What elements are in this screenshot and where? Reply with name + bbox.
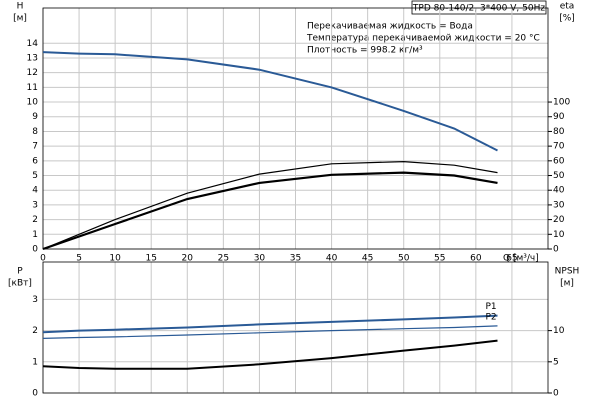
curve (42, 51, 498, 152)
y2-tick-label: 10 (553, 230, 565, 240)
y2-tick-label: 60 (553, 156, 565, 166)
x-tick-label: 40 (326, 254, 338, 264)
y-tick-label: 12 (27, 68, 38, 78)
x-label: Q [м³/ч] (503, 254, 539, 264)
annotation: Температура перекачиваемой жидкости = 20… (306, 34, 540, 44)
x-tick-label: 20 (182, 254, 194, 264)
y-tick-label: 13 (27, 53, 38, 63)
y-tick-label: 2 (32, 326, 38, 336)
y2-tick-label: 90 (553, 112, 565, 122)
x-tick-label: 60 (470, 254, 482, 264)
y2-tick-label: 80 (553, 127, 565, 137)
y2-label: NPSH (555, 267, 580, 277)
y-tick-label: 9 (32, 112, 38, 122)
curve (42, 171, 498, 251)
y2-tick-label: 0 (553, 245, 559, 255)
plot-frame (42, 261, 549, 394)
plot-frame (42, 7, 549, 250)
y-tick-label: 2 (32, 215, 38, 225)
y-tick-label: 3 (32, 295, 38, 305)
y2-tick-label: 0 (553, 389, 559, 399)
x-tick-label: 55 (434, 254, 445, 264)
y-tick-label: 5 (32, 171, 38, 181)
y-tick-label: 11 (27, 83, 38, 93)
legend-label: P2 (486, 312, 497, 322)
y2-tick-label: 50 (553, 171, 565, 181)
y2-tick-label: 10 (553, 326, 565, 336)
x-tick-label: 50 (398, 254, 410, 264)
x-tick-label: 25 (218, 254, 229, 264)
y-tick-label: 0 (32, 245, 38, 255)
y2-label: eta (560, 2, 575, 12)
legend-label: P1 (486, 302, 497, 312)
x-tick-label: 45 (362, 254, 373, 264)
x-tick-label: 30 (254, 254, 266, 264)
y2-tick-label: 5 (553, 357, 559, 367)
y2-tick-label: 100 (553, 98, 570, 108)
y-unit: [м] (13, 14, 27, 24)
x-tick-label: 35 (290, 254, 301, 264)
curve (42, 339, 498, 370)
y-tick-label: 10 (27, 98, 39, 108)
info-text: TPD 80-140/2, 3*400 V, 50Hz (412, 4, 545, 14)
y2-unit: [%] (559, 14, 575, 24)
curve (42, 314, 498, 334)
y-tick-label: 0 (32, 389, 38, 399)
annotation: Перекачиваемая жидкость = Вода (307, 22, 473, 32)
x-tick-label: 5 (76, 254, 82, 264)
x-tick-label: 65 (506, 254, 517, 264)
curve (42, 160, 498, 250)
info-box (411, 0, 547, 15)
y2-tick-label: 40 (553, 186, 565, 196)
y-label: H (17, 2, 24, 12)
y-tick-label: 3 (32, 200, 38, 210)
x-tick-label: 0 (40, 254, 46, 264)
annotation: Плотность = 998.2 кг/м³ (307, 46, 423, 56)
y-tick-label: 8 (32, 127, 38, 137)
y2-tick-label: 20 (553, 215, 565, 225)
y-tick-label: 7 (32, 142, 38, 152)
y-unit: [кВт] (8, 279, 32, 289)
y-tick-label: 1 (32, 357, 38, 367)
x-tick-label: 10 (109, 254, 121, 264)
y-tick-label: 6 (32, 156, 38, 166)
y-tick-label: 1 (32, 230, 38, 240)
y-tick-label: 4 (32, 186, 38, 196)
y2-tick-label: 70 (553, 142, 565, 152)
y2-unit: [м] (560, 279, 574, 289)
curve (42, 325, 498, 339)
y2-tick-label: 30 (553, 200, 565, 210)
y-tick-label: 14 (27, 39, 39, 49)
y-label: P (17, 267, 23, 277)
x-tick-label: 15 (145, 254, 156, 264)
